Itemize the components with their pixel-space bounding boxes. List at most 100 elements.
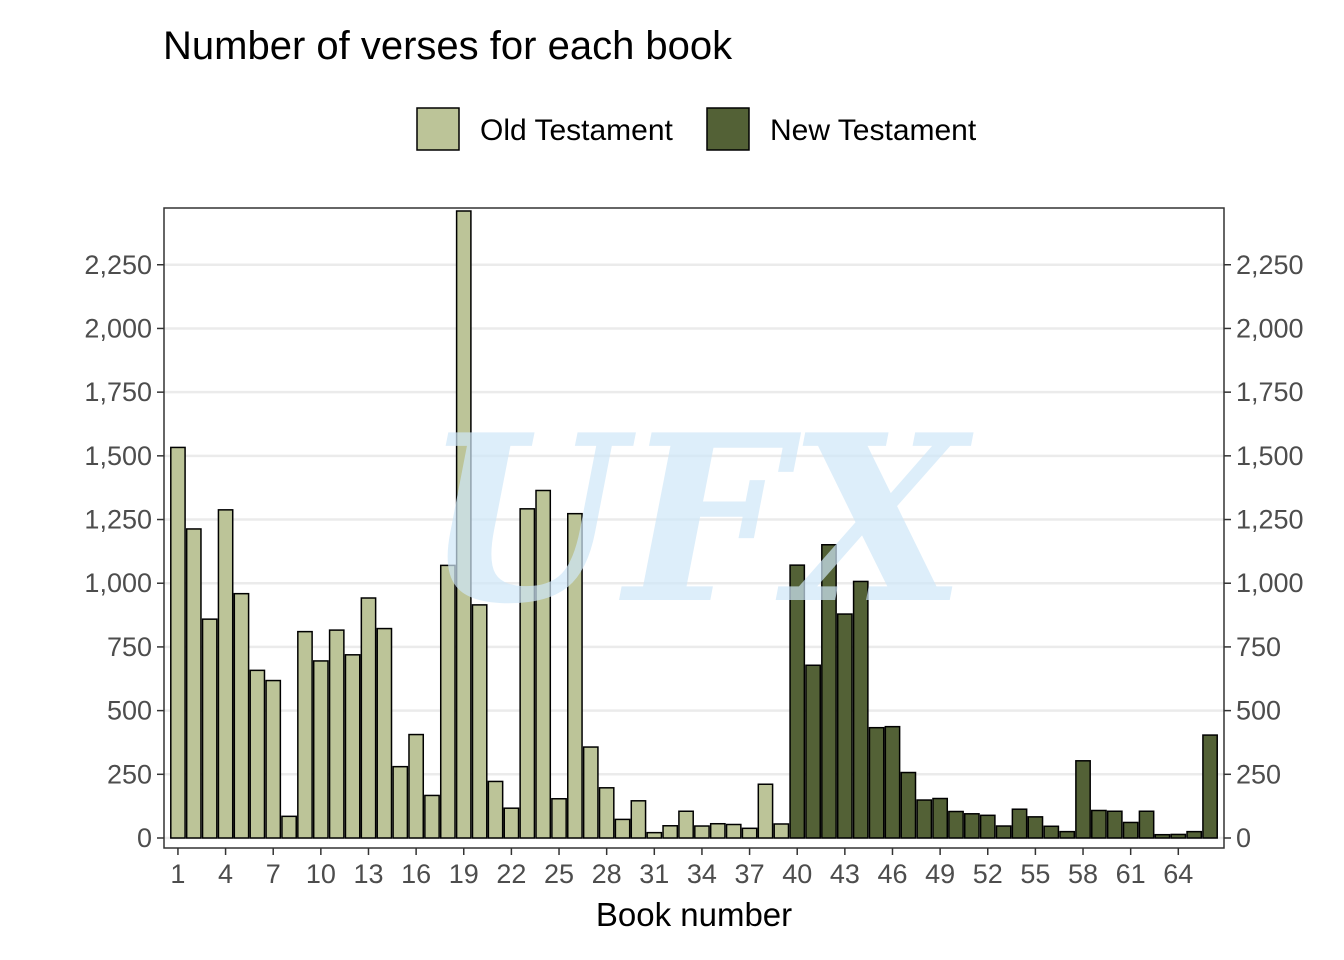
bar-book-58 [1075,760,1091,839]
bar-book-60 [1106,810,1123,839]
x-tick-label-0: 1 [170,859,185,889]
bar-book-34 [694,825,710,839]
bar-book-33 [678,810,694,839]
bar-book-31 [646,831,663,839]
bar-book-64 [1170,833,1187,839]
bar-book-40 [789,564,806,839]
bar-book-15 [392,765,409,839]
bar-book-25 [551,798,567,839]
bar-book-17 [424,794,440,839]
plot-panel-border [163,207,1225,849]
bar-book-28 [598,787,615,839]
x-tick-label-8: 25 [544,859,574,889]
x-axis: 1 4 7 10 13 16 19 22 25 28 31 34 37 40 43 46 49 52 55 58 61 6… [170,848,1193,889]
x-tick-label-12: 37 [735,859,765,889]
bar-book-50 [948,810,964,839]
bar-book-62 [1138,810,1155,839]
y-tick-label-right-7: 1,750 [1236,377,1304,407]
bar-book-4 [217,509,234,839]
bar-book-36 [725,823,742,839]
bar-book-35 [709,822,726,839]
bar-book-47 [900,771,917,839]
bar-book-27 [582,746,599,839]
y-tick-label-right-9: 2,250 [1236,250,1304,280]
y-tick-label-left-7: 1,750 [84,377,152,407]
x-axis-title: Book number [596,896,792,933]
legend: Old Testament New Testament [416,107,977,151]
bar-book-26 [567,512,583,839]
bar-book-1 [170,446,186,839]
bar-book-6 [249,669,266,839]
bar-book-44 [852,580,869,839]
chart-title: Number of verses for each book [163,24,733,68]
x-tick-label-6: 19 [449,859,479,889]
y-tick-label-left-1: 250 [107,759,152,789]
bar-book-54 [1011,808,1028,839]
bar-book-46 [884,725,901,839]
x-tick-label-7: 22 [496,859,526,889]
bar-book-5 [233,592,250,839]
bar-book-13 [360,597,377,839]
x-tick-label-3: 10 [306,859,336,889]
bar-book-16 [408,733,425,839]
y-tick-label-left-3: 750 [107,632,152,662]
legend-swatch-new-testament [706,107,750,151]
bar-book-11 [328,629,345,839]
bar-book-43 [836,613,853,839]
bar-book-18 [439,564,456,839]
x-tick-label-1: 4 [218,859,233,889]
bar-book-49 [932,797,949,839]
bar-book-12 [344,654,361,839]
x-tick-label-15: 46 [877,859,907,889]
y-tick-label-right-6: 1,500 [1236,441,1304,471]
bar-book-41 [805,664,821,839]
y-tick-label-right-5: 1,250 [1236,505,1304,535]
y-tick-label-right-0: 0 [1236,823,1251,853]
bar-book-61 [1122,821,1139,839]
bar-book-42 [821,544,837,839]
x-tick-label-16: 49 [925,859,955,889]
y-tick-label-left-2: 500 [107,696,152,726]
bar-book-52 [979,814,996,839]
bar-book-20 [471,604,488,839]
bar-book-37 [741,827,758,839]
bar-book-38 [757,783,774,839]
y-tick-label-right-3: 750 [1236,632,1281,662]
x-tick-label-14: 43 [830,859,860,889]
bar-book-39 [773,823,790,839]
bar-book-14 [376,627,393,839]
bar-book-23 [519,508,536,839]
bar-book-55 [1027,816,1044,839]
bar-book-56 [1043,825,1060,839]
y-tick-label-left-6: 1,500 [84,441,152,471]
bar-book-19 [455,210,472,839]
x-tick-label-4: 13 [353,859,383,889]
bar-book-7 [265,679,282,839]
y-tick-label-left-0: 0 [137,823,152,853]
y-tick-label-left-8: 2,000 [84,313,152,343]
x-tick-label-9: 28 [592,859,622,889]
x-tick-label-20: 61 [1116,859,1146,889]
bar-book-32 [662,825,679,839]
x-tick-label-18: 55 [1020,859,1050,889]
bar-book-29 [614,818,631,839]
bar-book-66 [1202,734,1218,839]
x-tick-label-5: 16 [401,859,431,889]
y-axis-right: 0 250 500 750 1,000 1,250 1,500 1,750 2,000 2,250 [1224,250,1304,853]
y-axis-left: 0 250 500 750 1,000 1,250 1,500 1,750 2,000 2,250 [84,250,164,853]
x-tick-label-17: 52 [973,859,1003,889]
bar-book-9 [297,630,313,839]
y-tick-label-left-9: 2,250 [84,250,152,280]
bar-book-21 [487,780,504,839]
y-tick-label-right-4: 1,000 [1236,568,1304,598]
bar-book-10 [312,660,329,839]
legend-label-old-testament: Old Testament [480,114,674,147]
bar-book-45 [868,726,885,839]
bar-book-3 [201,618,218,839]
y-tick-label-right-8: 2,000 [1236,313,1304,343]
y-tick-label-right-1: 250 [1236,759,1281,789]
x-tick-label-11: 34 [687,859,717,889]
y-tick-label-left-4: 1,000 [84,568,152,598]
bar-book-30 [630,800,647,839]
